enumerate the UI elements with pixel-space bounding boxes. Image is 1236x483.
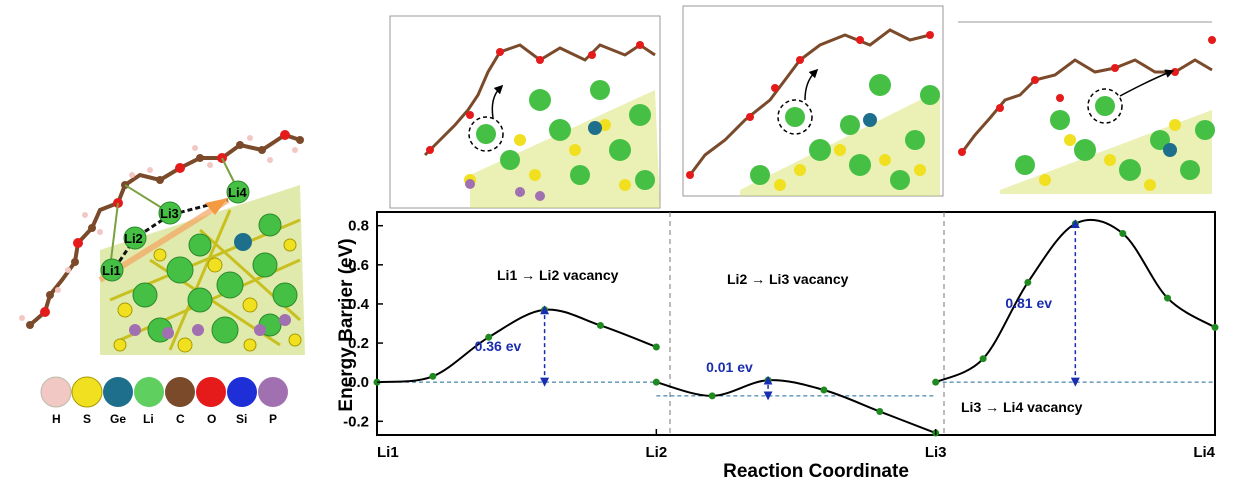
data-point-3-1: [932, 379, 939, 386]
energy-series: [377, 220, 1215, 433]
data-point-1-6: [653, 343, 660, 350]
legend-swatch-c: [165, 377, 195, 407]
y-tick-label-6: 0.8: [348, 218, 369, 235]
segment-label-1-text: Li1 → Li2 vacancy: [497, 267, 619, 283]
x-tick-label-4: Li4: [1193, 444, 1215, 461]
y-axis-title: Energy Barrier (eV): [336, 238, 357, 411]
snapshot-inset-1: [390, 16, 660, 208]
energy-chart: 0.36 ev0.01 ev0.81 ev -0.20.00.20.40.60.…: [336, 212, 1219, 482]
legend-label-ge: Ge: [110, 412, 126, 426]
x-tick-label-1: Li1: [377, 444, 399, 461]
snapshot-inset-2: [683, 6, 943, 196]
li3-label: Li3: [160, 206, 179, 221]
plot-frame: [377, 212, 1215, 435]
legend-swatch-s: [72, 377, 102, 407]
data-point-2-1: [653, 379, 660, 386]
barrier-label-2: 0.01 ev: [706, 359, 753, 375]
data-point-2-5: [876, 408, 883, 415]
segment-label-3: Li3 → Li4 vacancy: [961, 399, 1083, 415]
segment-label-1: Li1 → Li2 vacancy: [497, 267, 619, 283]
y-tick-label-1: -0.2: [343, 413, 369, 430]
legend-label-p: P: [269, 412, 277, 426]
x-axis-title: Reaction Coordinate: [723, 461, 909, 482]
x-axis-ticks: Li1 Li2 Li3 Li4: [377, 429, 1216, 461]
li2-label: Li2: [124, 231, 143, 246]
legend-label-li: Li: [143, 412, 154, 426]
legend-label-c: C: [176, 412, 185, 426]
data-point-3-7: [1212, 324, 1219, 331]
data-point-2-4: [820, 387, 827, 394]
energy-markers: [374, 220, 1219, 436]
baselines: [377, 382, 1215, 396]
legend-swatch-o: [196, 377, 226, 407]
data-point-3-3: [1024, 279, 1031, 286]
legend-swatch-li: [134, 377, 164, 407]
legend-swatch-si: [227, 377, 257, 407]
segment-label-3-text: Li3 → Li4 vacancy: [961, 399, 1083, 415]
structure-panel: Li1 Li2 Li3 Li4 H S Ge Li C O Si P: [19, 130, 305, 426]
crystal-surface: [100, 185, 305, 355]
li4-label: Li4: [228, 185, 248, 200]
energy-curve-2: [656, 380, 935, 433]
data-point-3-2: [980, 355, 987, 362]
legend-swatch-ge: [103, 377, 133, 407]
legend-swatch-p: [258, 377, 288, 407]
legend-label-si: Si: [236, 412, 247, 426]
legend-label-o: O: [207, 412, 216, 426]
x-tick-label-2: Li2: [645, 444, 667, 461]
snapshot-inset-3: [958, 22, 1216, 194]
barrier-label-3: 0.81 ev: [1005, 295, 1052, 311]
legend-swatch-h: [41, 377, 71, 407]
data-point-3-5: [1119, 230, 1126, 237]
legend-label-h: H: [52, 412, 61, 426]
data-point-1-5: [597, 322, 604, 329]
x-tick-label-3: Li3: [925, 444, 947, 461]
segment-label-2-text: Li2 → Li3 vacancy: [727, 271, 849, 287]
data-point-1-2: [429, 373, 436, 380]
legend-label-s: S: [83, 412, 91, 426]
data-point-2-2: [709, 392, 716, 399]
li1-label: Li1: [102, 263, 121, 278]
barrier-label-1: 0.36 ev: [475, 338, 522, 354]
barrier-annotations: 0.36 ev 0.01 ev 0.81 ev: [475, 224, 1076, 396]
data-point-3-6: [1164, 295, 1171, 302]
segment-label-2: Li2 → Li3 vacancy: [727, 271, 849, 287]
element-legend: H S Ge Li C O Si P: [41, 377, 288, 426]
